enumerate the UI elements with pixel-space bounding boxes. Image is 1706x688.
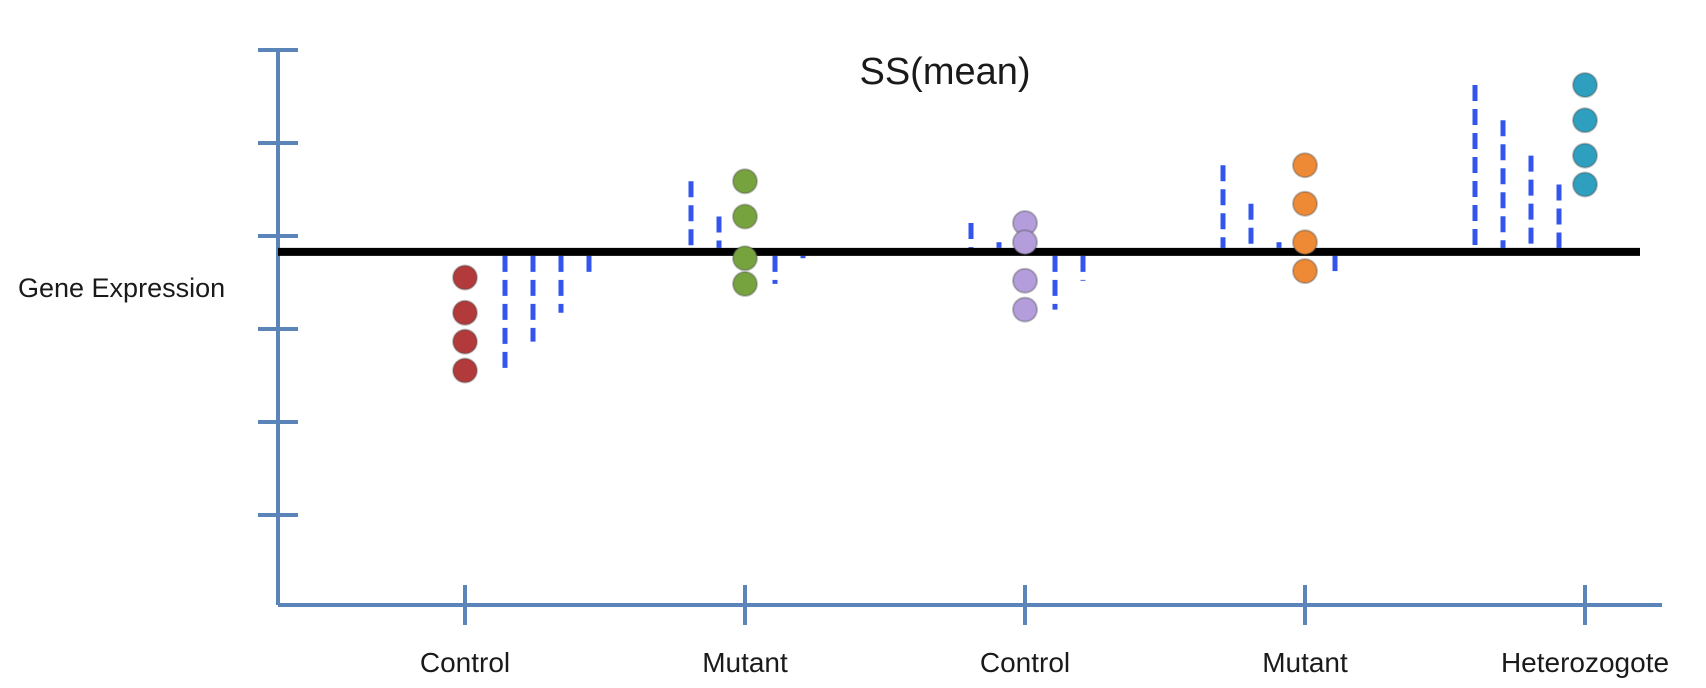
- x-tick-label: Heterozogote: [1501, 647, 1669, 678]
- residual-lines: [502, 85, 1562, 371]
- data-point: [452, 357, 478, 384]
- data-point: [1292, 229, 1318, 256]
- data-point: [1012, 267, 1038, 294]
- data-point: [1292, 152, 1318, 179]
- x-tick-label: Mutant: [702, 647, 788, 678]
- data-point: [732, 168, 758, 195]
- data-point: [732, 270, 758, 297]
- axes: [258, 48, 1662, 625]
- chart-title: SS(mean): [859, 51, 1030, 93]
- data-points: [452, 72, 1598, 384]
- data-point: [1012, 229, 1038, 256]
- x-tick-labels: Control Mutant Control Mutant Heterozogote: [420, 647, 1669, 678]
- data-point: [1572, 171, 1598, 198]
- data-point: [1572, 107, 1598, 134]
- data-point: [1292, 190, 1318, 217]
- data-point: [1572, 72, 1598, 98]
- data-point: [452, 299, 478, 326]
- data-point: [1292, 258, 1318, 285]
- data-point: [732, 245, 758, 272]
- data-point: [1012, 296, 1038, 323]
- data-point: [452, 328, 478, 355]
- x-tick-label: Control: [980, 647, 1070, 678]
- data-point: [732, 203, 758, 230]
- y-axis-label: Gene Expression: [18, 273, 225, 303]
- x-tick-label: Control: [420, 647, 510, 678]
- data-point: [452, 264, 478, 291]
- x-tick-label: Mutant: [1262, 647, 1348, 678]
- data-point: [1572, 142, 1598, 169]
